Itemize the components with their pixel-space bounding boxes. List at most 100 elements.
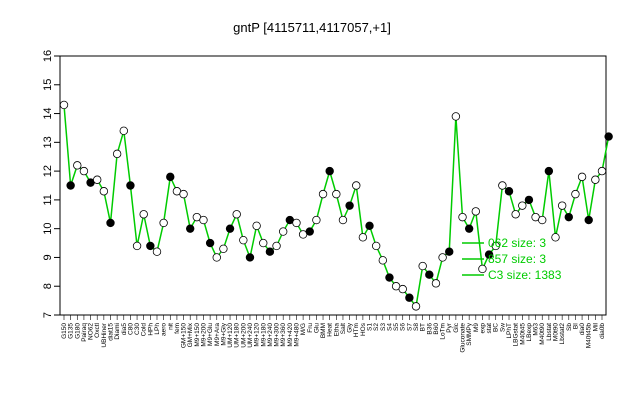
x-tick-label: GM+Mix [187,322,194,347]
x-tick-label: UM+120 [227,323,234,348]
y-tick-label: 10 [42,223,54,235]
x-tick-label: B36 [426,323,433,335]
data-point [471,207,481,216]
x-tick-label: S4 [386,323,393,331]
data-point [511,210,520,219]
x-tick-label: Mil [592,322,599,331]
x-tick-label: SMMPy [466,322,473,346]
data-point [318,189,328,199]
x-tick-label: M9+Glu [207,323,214,346]
legend-entry: 857 size: 3 [488,252,546,266]
data-point [126,181,135,190]
data-point [245,253,255,262]
x-tick-label: M40t90 [539,323,546,345]
data-point [152,247,162,256]
x-tick-label: Cold [141,323,148,337]
x-tick-label: G150 [61,323,68,339]
data-point [425,270,434,279]
y-tick-label: 12 [42,165,54,177]
x-tick-label: M9+Gly [220,322,227,345]
data-point [305,227,314,236]
y-tick-label: 11 [42,194,54,205]
x-tick-label: Gluconate [460,323,467,353]
x-tick-label: S8 [413,323,420,331]
x-tick-label: Glu [313,323,320,334]
x-tick-label: Etha [333,323,340,337]
x-tick-label: Sb [566,323,573,331]
x-tick-label: M9+480 [293,323,300,347]
data-point [146,241,155,251]
data-point [571,189,580,199]
y-tick-label: 15 [42,79,54,91]
data-point [139,210,148,219]
data-point [292,218,301,228]
x-tick-label: LPhT [506,323,513,339]
data-point [219,244,228,254]
x-tick-label: UBHiner [101,322,108,347]
data-point [99,187,109,196]
data-point [504,187,514,196]
data-point [431,279,441,288]
x-tick-label: M40t45 [519,323,526,345]
x-tick-label: M9+120 [254,323,261,347]
x-tick-label: Lbstat2 [559,323,566,345]
x-tick-label: B60 [433,323,440,335]
data-point [478,264,487,274]
data-point [205,238,215,248]
x-tick-label: dia0 [579,323,586,336]
x-tick-label: M9 [473,323,480,332]
legend: 062 size: 3 857 size: 3 C3 size: 1383 [462,236,562,282]
y-tick-label: 9 [42,254,54,260]
data-point [378,256,388,265]
x-tick-label: S7 [406,323,413,331]
x-axis: G150 G135 G180 Pairaq NO62 Oxctl UBHiner diat15… [61,315,606,353]
x-tick-label: BI [572,323,579,329]
data-point [584,215,593,225]
data-point [345,201,354,210]
data-point [265,247,275,256]
x-tick-label: exp [479,323,486,334]
x-tick-label: S6 [400,323,407,331]
y-tick-label: 14 [42,107,54,119]
data-point [597,166,607,176]
x-tick-label: stat [486,323,493,334]
x-tick-label: UM+240 [247,323,254,348]
x-tick-label: diat15 [107,323,114,341]
x-tick-label: Oxctl [94,322,101,337]
data-point [498,181,507,190]
x-tick-label: M9+420 [287,323,294,347]
data-point [278,227,288,236]
data-point [79,166,89,176]
data-point [445,247,454,256]
x-tick-label: Sw [499,323,506,332]
x-tick-label: Glc [453,322,460,333]
data-point [491,241,500,251]
data-point [159,218,168,228]
x-tick-label: Pyr [446,322,453,333]
x-tick-label: HPh [147,323,154,336]
data-point [557,201,567,210]
data-point [119,126,128,136]
x-tick-label: M0t90 [553,323,560,341]
data-point [451,112,461,121]
data-point [371,241,381,251]
data-point [73,161,82,170]
data-point [232,210,241,219]
x-tick-label: Gly [347,322,354,333]
x-tick-label: fem [174,323,181,334]
x-tick-label: G180 [74,323,81,339]
data-point [93,175,102,184]
data-point [166,172,175,182]
x-tick-label: NO62 [88,323,95,340]
data-point [591,175,600,184]
x-tick-label: M9+150 [194,323,201,347]
x-tick-label: Salt [340,323,347,334]
data-point [398,284,407,294]
data-point [458,212,467,222]
x-tick-label: C80 [127,323,134,335]
data-point [544,166,554,176]
data-point [312,215,321,225]
x-tick-label: LoTm [440,323,447,340]
x-tick-label: S5 [393,323,400,331]
